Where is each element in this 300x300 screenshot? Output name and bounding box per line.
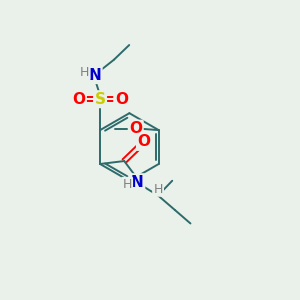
- Text: O: O: [129, 121, 142, 136]
- Text: O: O: [72, 92, 86, 107]
- Text: N: N: [131, 175, 144, 190]
- Text: N: N: [88, 68, 101, 82]
- Text: H: H: [80, 66, 89, 79]
- Text: H: H: [122, 178, 132, 191]
- Text: O: O: [115, 92, 128, 107]
- Text: H: H: [153, 182, 163, 196]
- Text: O: O: [137, 134, 150, 149]
- Text: S: S: [94, 92, 106, 107]
